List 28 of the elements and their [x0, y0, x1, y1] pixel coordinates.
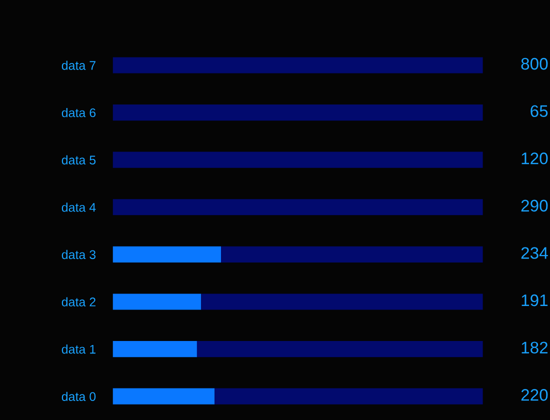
y-tick-label: data 7	[62, 60, 96, 70]
bar	[112, 294, 202, 310]
y-tick-label: data 2	[62, 297, 96, 306]
data-label: 191	[522, 294, 548, 306]
bar	[112, 388, 215, 404]
y-tick-label: data 0	[62, 392, 96, 401]
text: 65	[530, 105, 548, 118]
bar	[112, 104, 483, 121]
text: 290	[521, 200, 548, 212]
y-tick-label: data 6	[62, 108, 96, 118]
bar	[201, 294, 483, 310]
bar	[221, 246, 483, 262]
data-label: 182	[522, 342, 548, 354]
text: 800	[521, 58, 548, 70]
text: 120	[522, 152, 548, 164]
y-tick-label: data 3	[62, 250, 96, 260]
y-tick-label: data 4	[62, 202, 96, 212]
bar	[112, 246, 222, 262]
bar	[112, 199, 483, 216]
bar	[196, 341, 483, 358]
bar	[214, 388, 483, 404]
bar	[112, 341, 197, 358]
bar	[112, 57, 483, 74]
data-label: 234	[521, 247, 548, 259]
y-tick-label: data 1	[62, 344, 96, 354]
bar	[112, 152, 483, 168]
y-tick-label: data 5	[62, 155, 96, 164]
data-label: 220	[521, 389, 548, 401]
